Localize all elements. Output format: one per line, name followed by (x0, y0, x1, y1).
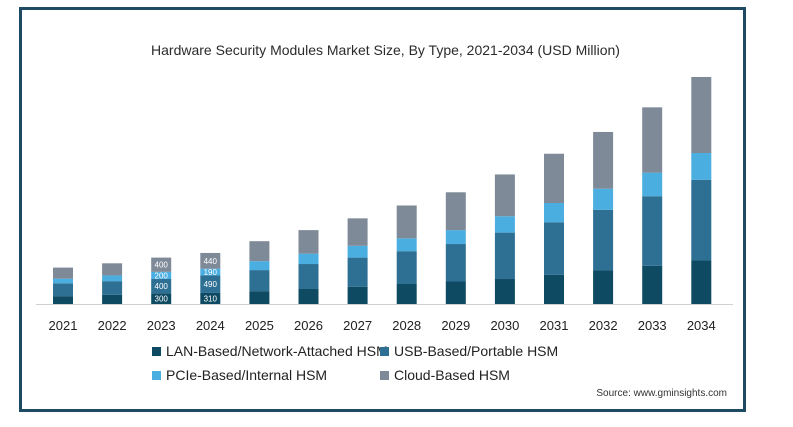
data-label-2024-1: 490 (204, 280, 218, 289)
bar-segment-2021-1 (53, 283, 73, 297)
bar-segment-2028-0 (396, 284, 417, 304)
x-tick-label-2023: 2023 (147, 318, 176, 333)
bar-segment-2022-2 (102, 275, 123, 282)
data-label-2023-2: 200 (155, 271, 169, 280)
x-tick-label-2033: 2033 (638, 318, 667, 333)
bar-segment-2026-3 (298, 230, 319, 254)
bar-segment-2031-1 (544, 222, 564, 275)
bar-segment-2034-1 (691, 179, 712, 261)
legend-swatch-1 (380, 347, 389, 356)
bar-segment-2033-2 (642, 172, 663, 197)
bar-segment-2032-1 (593, 209, 614, 271)
legend-swatch-2 (152, 371, 161, 380)
bar-segment-2034-0 (691, 260, 712, 304)
bar-segment-2027-2 (347, 245, 368, 258)
bar-segment-2027-0 (347, 286, 368, 304)
data-label-2023-1: 400 (155, 282, 169, 291)
bar-segment-2021-2 (53, 278, 73, 284)
x-tick-label-2029: 2029 (441, 318, 470, 333)
bar-segment-2027-3 (347, 218, 368, 246)
bar-segment-2026-0 (298, 289, 319, 304)
x-tick-label-2021: 2021 (49, 318, 78, 333)
bar-segment-2031-0 (544, 274, 564, 304)
bar-segment-2032-3 (593, 131, 614, 189)
bar-segment-2022-3 (102, 263, 123, 276)
bar-segment-2021-3 (53, 267, 73, 279)
bar-segment-2033-3 (642, 107, 663, 173)
data-label-2023-3: 400 (155, 261, 169, 270)
x-tick-label-2026: 2026 (294, 318, 323, 333)
legend-label-0: LAN-Based/Network-Attached HSM (166, 343, 388, 359)
bar-segment-2029-3 (445, 192, 466, 231)
bar-segment-2033-1 (642, 196, 663, 266)
bar-segment-2032-0 (593, 270, 614, 304)
legend-swatch-3 (380, 371, 389, 380)
data-label-2024-3: 440 (204, 257, 218, 266)
bar-segment-2030-1 (494, 232, 515, 280)
x-tick-label-2034: 2034 (687, 318, 716, 333)
bar-segment-2031-3 (544, 153, 564, 203)
bar-segment-2024-1 (200, 275, 221, 293)
bar-segment-2023-3 (151, 257, 172, 272)
source-note: Source: www.gminsights.com (596, 388, 727, 399)
bar-segment-2030-3 (494, 174, 515, 217)
bar-segment-2025-0 (249, 291, 270, 304)
bar-segment-2021-0 (53, 296, 73, 304)
bar-segment-2025-1 (249, 270, 270, 292)
bar-segment-2025-2 (249, 261, 270, 271)
bar-segment-2023-1 (151, 279, 172, 294)
bar-segment-2024-2 (200, 268, 221, 276)
x-tick-label-2022: 2022 (98, 318, 127, 333)
bar-segment-2029-2 (445, 230, 466, 245)
bar-segment-2031-2 (544, 202, 564, 223)
x-tick-label-2032: 2032 (589, 318, 618, 333)
bar-segment-2034-3 (691, 76, 712, 154)
bar-segment-2022-1 (102, 281, 123, 295)
x-tick-label-2030: 2030 (490, 318, 519, 333)
bar-segment-2028-3 (396, 205, 417, 239)
bar-segment-2026-2 (298, 253, 319, 265)
bar-segment-2034-2 (691, 153, 712, 180)
x-tick-label-2024: 2024 (196, 318, 225, 333)
x-tick-label-2031: 2031 (540, 318, 569, 333)
bar-segment-2029-1 (445, 244, 466, 282)
legend-label-1: USB-Based/Portable HSM (394, 343, 558, 359)
chart-frame: Hardware Security Modules Market Size, B… (19, 7, 746, 412)
bar-segment-2022-0 (102, 294, 123, 304)
bar-segment-2024-3 (200, 252, 221, 269)
bar-segment-2025-3 (249, 241, 270, 262)
bar-segment-2029-0 (445, 281, 466, 304)
x-tick-label-2028: 2028 (392, 318, 421, 333)
x-tick-label-2025: 2025 (245, 318, 274, 333)
bar-segment-2030-0 (494, 279, 515, 304)
bar-segment-2023-0 (151, 293, 172, 304)
legend-swatch-0 (152, 347, 161, 356)
data-label-2024-2: 190 (204, 268, 218, 277)
data-label-2023-0: 300 (155, 295, 169, 304)
bar-segment-2032-2 (593, 188, 614, 210)
bar-segment-2024-0 (200, 292, 221, 304)
bar-segment-2033-0 (642, 265, 663, 304)
bar-segment-2028-2 (396, 238, 417, 252)
bar-segment-2027-1 (347, 257, 368, 287)
legend-label-2: PCIe-Based/Internal HSM (166, 367, 327, 383)
bar-segment-2030-2 (494, 216, 515, 233)
bar-segment-2023-2 (151, 271, 172, 280)
x-tick-label-2027: 2027 (343, 318, 372, 333)
chart-title: Hardware Security Modules Market Size, B… (151, 42, 620, 58)
bar-segment-2026-1 (298, 264, 319, 290)
legend-label-3: Cloud-Based HSM (394, 367, 510, 383)
bar-segment-2028-1 (396, 251, 417, 285)
data-label-2024-0: 310 (204, 294, 218, 303)
